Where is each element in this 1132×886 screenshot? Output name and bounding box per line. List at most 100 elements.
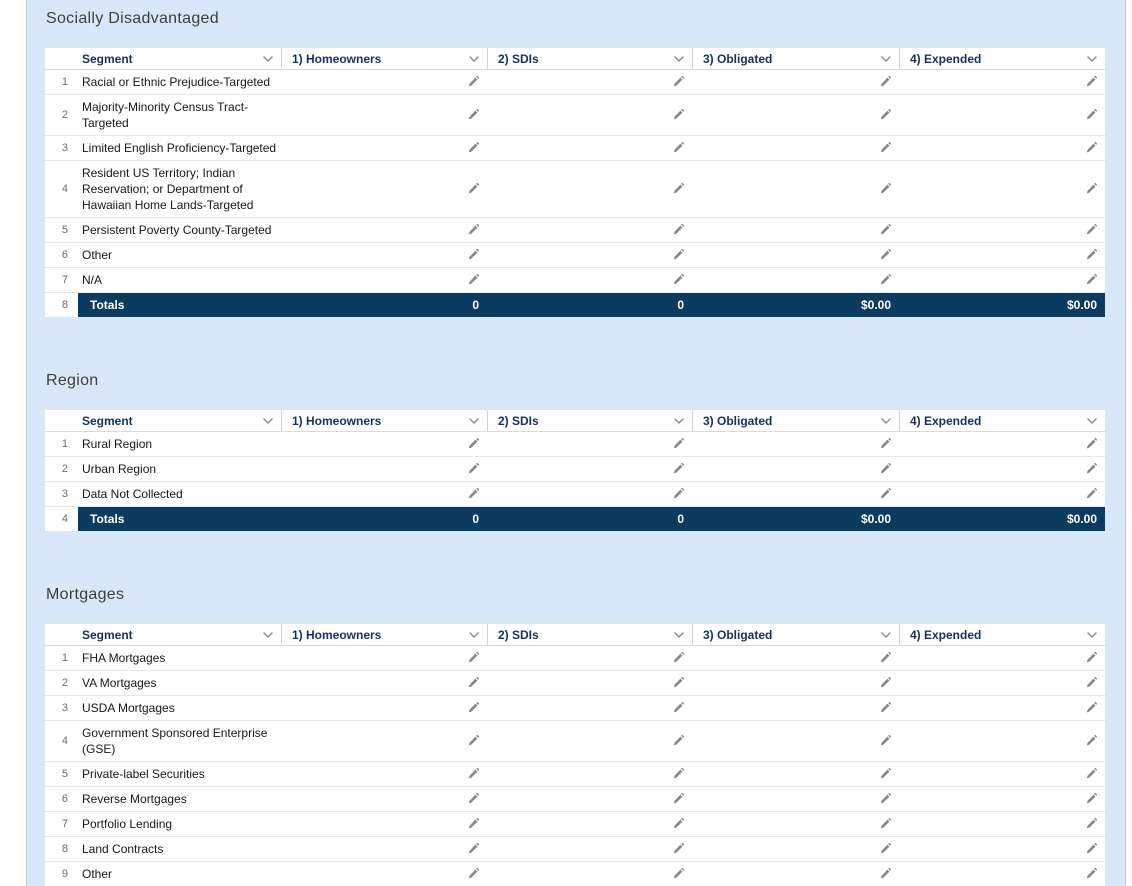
segment-label: Reverse Mortgages (82, 792, 187, 806)
edit-pencil-icon[interactable] (467, 793, 479, 805)
chevron-down-icon[interactable] (263, 631, 273, 638)
chevron-down-icon[interactable] (1087, 417, 1097, 424)
edit-pencil-icon[interactable] (879, 109, 891, 121)
chevron-down-icon[interactable] (674, 417, 684, 424)
edit-pencil-icon[interactable] (672, 793, 684, 805)
chevron-down-icon[interactable] (469, 55, 479, 62)
edit-pencil-icon[interactable] (672, 438, 684, 450)
edit-pencil-icon[interactable] (467, 843, 479, 855)
chevron-down-icon[interactable] (469, 631, 479, 638)
column-header-obligated: 3) Obligated (692, 48, 899, 69)
edit-pencil-icon[interactable] (879, 463, 891, 475)
edit-pencil-icon[interactable] (672, 142, 684, 154)
edit-pencil-icon[interactable] (672, 76, 684, 88)
edit-pencil-icon[interactable] (1085, 843, 1097, 855)
edit-pencil-icon[interactable] (672, 224, 684, 236)
chevron-down-icon[interactable] (1087, 55, 1097, 62)
edit-pencil-icon[interactable] (467, 702, 479, 714)
chevron-down-icon[interactable] (674, 55, 684, 62)
edit-pencil-icon[interactable] (1085, 488, 1097, 500)
edit-pencil-icon[interactable] (1085, 183, 1097, 195)
edit-pencil-icon[interactable] (879, 76, 891, 88)
edit-pencil-icon[interactable] (879, 249, 891, 261)
edit-pencil-icon[interactable] (672, 677, 684, 689)
edit-pencil-icon[interactable] (1085, 818, 1097, 830)
scrollbar-track[interactable] (1125, 0, 1132, 886)
edit-pencil-icon[interactable] (1085, 735, 1097, 747)
edit-pencil-icon[interactable] (467, 818, 479, 830)
edit-pencil-icon[interactable] (672, 652, 684, 664)
edit-pencil-icon[interactable] (879, 438, 891, 450)
row-number: 6 (61, 793, 68, 805)
edit-pencil-icon[interactable] (1085, 652, 1097, 664)
chevron-down-icon[interactable] (1087, 631, 1097, 638)
edit-pencil-icon[interactable] (1085, 768, 1097, 780)
edit-pencil-icon[interactable] (879, 702, 891, 714)
edit-pencil-icon[interactable] (467, 768, 479, 780)
header-label: 4) Expended (910, 413, 982, 428)
edit-pencil-icon[interactable] (879, 183, 891, 195)
chevron-down-icon[interactable] (881, 55, 891, 62)
edit-pencil-icon[interactable] (467, 463, 479, 475)
edit-pencil-icon[interactable] (1085, 868, 1097, 880)
edit-pencil-icon[interactable] (467, 438, 479, 450)
edit-pencil-icon[interactable] (672, 818, 684, 830)
edit-pencil-icon[interactable] (1085, 109, 1097, 121)
edit-pencil-icon[interactable] (1085, 224, 1097, 236)
edit-pencil-icon[interactable] (467, 249, 479, 261)
edit-pencil-icon[interactable] (467, 142, 479, 154)
edit-pencil-icon[interactable] (879, 868, 891, 880)
edit-pencil-icon[interactable] (672, 768, 684, 780)
edit-pencil-icon[interactable] (1085, 702, 1097, 714)
edit-pencil-icon[interactable] (672, 843, 684, 855)
edit-pencil-icon[interactable] (467, 868, 479, 880)
total-value: 0 (281, 507, 487, 531)
edit-pencil-icon[interactable] (672, 183, 684, 195)
edit-pencil-icon[interactable] (1085, 142, 1097, 154)
edit-pencil-icon[interactable] (672, 702, 684, 714)
edit-pencil-icon[interactable] (467, 274, 479, 286)
chevron-down-icon[interactable] (263, 55, 273, 62)
content: Socially Disadvantaged Segment 1) Homeow… (27, 0, 1125, 886)
edit-pencil-icon[interactable] (879, 652, 891, 664)
edit-pencil-icon[interactable] (672, 249, 684, 261)
edit-pencil-icon[interactable] (1085, 249, 1097, 261)
edit-pencil-icon[interactable] (1085, 677, 1097, 689)
edit-pencil-icon[interactable] (672, 274, 684, 286)
chevron-down-icon[interactable] (881, 417, 891, 424)
edit-pencil-icon[interactable] (467, 183, 479, 195)
edit-pencil-icon[interactable] (879, 274, 891, 286)
edit-pencil-icon[interactable] (672, 488, 684, 500)
edit-pencil-icon[interactable] (879, 843, 891, 855)
edit-pencil-icon[interactable] (672, 735, 684, 747)
edit-pencil-icon[interactable] (1085, 463, 1097, 475)
edit-pencil-icon[interactable] (1085, 76, 1097, 88)
row-number: 4 (61, 735, 68, 747)
edit-pencil-icon[interactable] (467, 677, 479, 689)
edit-pencil-icon[interactable] (467, 735, 479, 747)
edit-pencil-icon[interactable] (467, 652, 479, 664)
edit-pencil-icon[interactable] (467, 109, 479, 121)
editable-cell (692, 432, 899, 456)
edit-pencil-icon[interactable] (879, 818, 891, 830)
edit-pencil-icon[interactable] (672, 463, 684, 475)
edit-pencil-icon[interactable] (879, 488, 891, 500)
edit-pencil-icon[interactable] (467, 76, 479, 88)
edit-pencil-icon[interactable] (879, 677, 891, 689)
edit-pencil-icon[interactable] (1085, 793, 1097, 805)
chevron-down-icon[interactable] (674, 631, 684, 638)
edit-pencil-icon[interactable] (879, 142, 891, 154)
edit-pencil-icon[interactable] (879, 224, 891, 236)
edit-pencil-icon[interactable] (672, 109, 684, 121)
edit-pencil-icon[interactable] (879, 735, 891, 747)
edit-pencil-icon[interactable] (1085, 438, 1097, 450)
chevron-down-icon[interactable] (469, 417, 479, 424)
edit-pencil-icon[interactable] (879, 793, 891, 805)
chevron-down-icon[interactable] (881, 631, 891, 638)
chevron-down-icon[interactable] (263, 417, 273, 424)
edit-pencil-icon[interactable] (467, 488, 479, 500)
edit-pencil-icon[interactable] (1085, 274, 1097, 286)
edit-pencil-icon[interactable] (467, 224, 479, 236)
edit-pencil-icon[interactable] (879, 768, 891, 780)
edit-pencil-icon[interactable] (672, 868, 684, 880)
